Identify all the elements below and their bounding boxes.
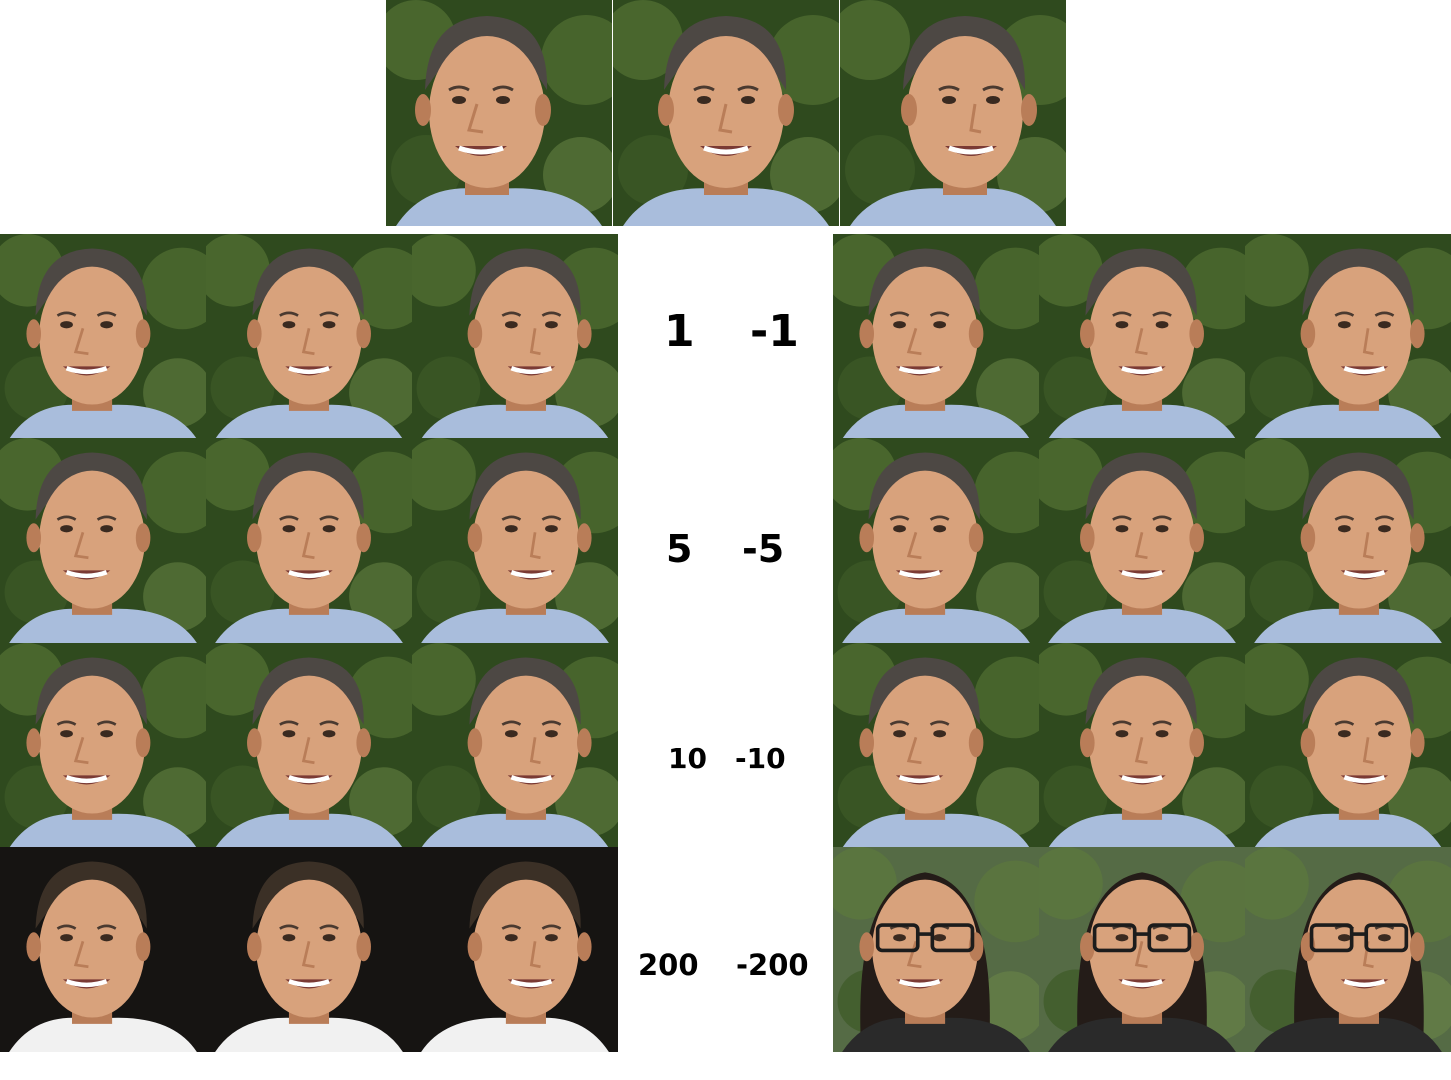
face-pos-1-right: [412, 234, 618, 439]
face-pos-1-front: [206, 234, 412, 439]
label-neg-10: -10: [735, 742, 786, 775]
reference-face-front: [613, 0, 839, 226]
positive-grid: [0, 234, 618, 1054]
face-neg-5-front: [1039, 438, 1245, 643]
reference-face-left: [386, 0, 612, 226]
face-pos-1-left: [0, 234, 206, 439]
face-neg-10-left: [833, 643, 1039, 848]
face-neg-200-left: [833, 847, 1039, 1052]
face-pos-200-left: [0, 847, 206, 1052]
face-neg-5-right: [1245, 438, 1451, 643]
face-pos-10-front: [206, 643, 412, 848]
label-pos-5: 5: [666, 527, 693, 571]
face-pos-200-right: [412, 847, 618, 1052]
face-neg-1-right: [1245, 234, 1451, 439]
face-pos-5-front: [206, 438, 412, 643]
face-pos-10-left: [0, 643, 206, 848]
label-neg-5: -5: [742, 527, 785, 571]
face-neg-200-front: [1039, 847, 1245, 1052]
face-pos-5-right: [412, 438, 618, 643]
face-neg-1-left: [833, 234, 1039, 439]
reference-face-right: [840, 0, 1066, 226]
face-pos-5-left: [0, 438, 206, 643]
label-pos-10: 10: [668, 742, 707, 775]
face-pos-10-right: [412, 643, 618, 848]
label-neg-200: -200: [736, 948, 809, 982]
label-neg-1: -1: [750, 306, 799, 357]
face-neg-10-front: [1039, 643, 1245, 848]
face-pos-200-front: [206, 847, 412, 1052]
label-pos-200: 200: [638, 948, 699, 982]
face-neg-200-right: [1245, 847, 1451, 1052]
face-neg-5-left: [833, 438, 1039, 643]
reference-row: [386, 0, 1066, 226]
face-neg-1-front: [1039, 234, 1245, 439]
face-neg-10-right: [1245, 643, 1451, 848]
label-pos-1: 1: [664, 306, 695, 357]
negative-grid: [833, 234, 1451, 1054]
